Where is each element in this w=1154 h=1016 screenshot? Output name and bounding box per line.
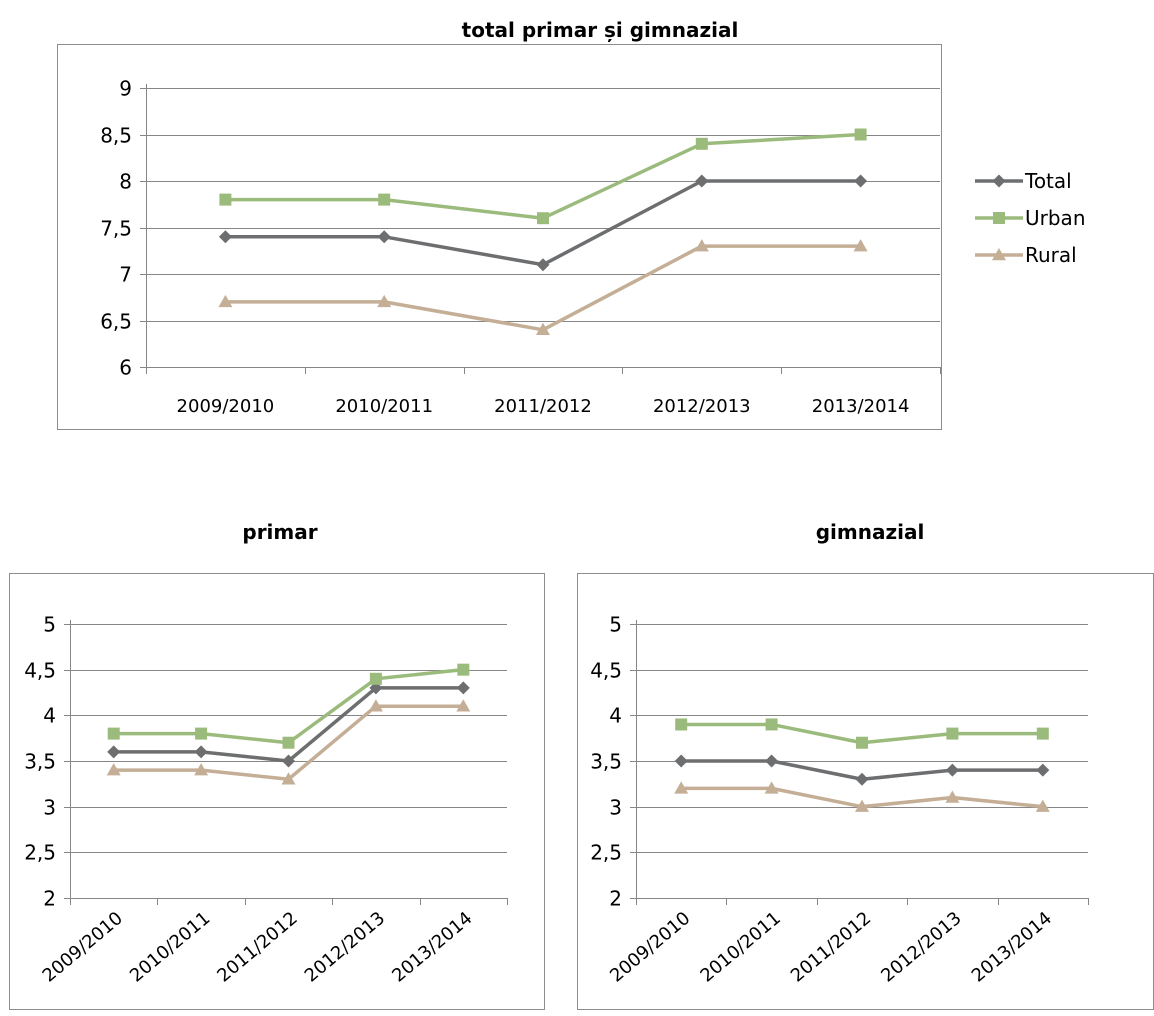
chart-title-total: total primar și gimnazial [461,18,739,42]
data-point-rural [456,699,471,712]
data-point-total [855,772,869,786]
data-point-rural [377,294,392,308]
legend-label: Urban [1025,206,1086,230]
data-point-total [282,754,295,768]
data-point-total [945,763,959,777]
y-tick-label: 2 [609,887,622,911]
y-tick-label: 4,5 [590,659,622,683]
y-tick-label: 8,5 [100,124,132,148]
data-point-total [536,258,550,272]
y-tick-label: 3,5 [24,750,56,774]
chart-frame [57,44,942,430]
y-tick-label: 8 [119,170,132,194]
y-tick-label: 4 [609,704,622,728]
data-point-total [854,174,868,188]
data-point-total [1036,763,1050,777]
data-point-urban [219,193,232,206]
data-point-urban [765,718,778,731]
data-point-rural [853,239,868,252]
data-point-total [456,681,470,695]
data-point-urban [195,727,208,740]
data-point-rural [694,239,709,252]
data-point-total [674,754,688,768]
y-tick-label: 4,5 [24,659,56,683]
y-tick-label: 3 [43,796,56,820]
data-point-urban [457,663,470,676]
y-tick-label: 5 [609,613,622,637]
data-point-total [107,745,121,759]
x-tick-label: 2013/2014 [812,396,910,417]
data-point-urban [1036,727,1049,740]
y-tick-label: 2,5 [24,841,56,865]
y-tick-label: 3 [609,796,622,820]
legend-label: Rural [1025,243,1077,267]
data-point-rural [674,781,689,794]
data-point-urban [537,212,549,225]
legend-marker [992,174,1006,188]
chart-title-gimnazial: gimnazial [815,520,925,544]
chart-frame [577,573,1154,1010]
x-tick-label: 2011/2012 [494,396,592,417]
y-tick-label: 7 [119,263,132,287]
data-point-rural [764,781,779,794]
chart-title-primar: primar [242,520,318,544]
data-point-rural [194,763,209,776]
data-point-rural [368,699,383,712]
data-point-total [377,230,391,244]
legend-marker [993,212,1005,224]
y-tick-label: 6 [119,356,132,380]
y-tick-label: 5 [43,613,56,637]
x-tick-label: 2009/2010 [177,396,275,417]
chart-frame [9,573,545,1010]
data-point-rural [855,799,869,812]
data-point-urban [946,727,959,740]
data-point-urban [378,193,391,206]
data-point-rural [281,772,296,785]
data-point-rural [1035,799,1050,812]
data-point-urban [854,128,867,141]
legend-marker [992,248,1006,261]
y-tick-label: 7,5 [100,217,132,241]
y-tick-label: 2 [43,887,56,911]
data-point-urban [369,672,382,685]
data-point-urban [675,718,688,731]
data-point-urban [695,137,708,150]
y-tick-label: 2,5 [590,841,622,865]
data-point-total [194,745,208,759]
data-point-urban [282,736,295,749]
data-point-rural [945,790,960,803]
x-tick-label: 2012/2013 [653,396,751,417]
x-tick-label: 2010/2011 [335,396,433,417]
data-point-total [765,754,779,768]
y-tick-label: 6,5 [100,310,132,334]
data-point-rural [536,322,550,336]
data-point-urban [856,736,868,749]
y-tick-label: 4 [43,704,56,728]
data-point-total [218,230,232,244]
data-point-total [695,174,709,188]
y-tick-label: 9 [119,77,132,101]
y-tick-label: 3,5 [590,750,622,774]
data-point-rural [106,763,121,776]
legend-label: Total [1024,169,1072,193]
data-point-urban [107,727,120,740]
data-point-rural [218,294,233,308]
